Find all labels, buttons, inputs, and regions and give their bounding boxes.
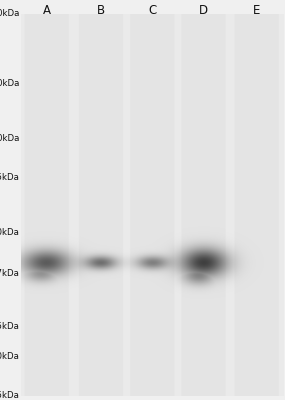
Text: C: C: [148, 4, 156, 16]
Text: B: B: [97, 4, 105, 16]
Text: 15kDa: 15kDa: [0, 392, 19, 400]
Text: 150kDa: 150kDa: [0, 79, 19, 88]
Text: 100kDa: 100kDa: [0, 134, 19, 143]
Text: 37kDa: 37kDa: [0, 269, 19, 278]
Text: E: E: [253, 4, 260, 16]
Text: A: A: [43, 4, 51, 16]
Text: 75kDa: 75kDa: [0, 173, 19, 182]
Text: 25kDa: 25kDa: [0, 322, 19, 331]
Text: 250kDa: 250kDa: [0, 10, 19, 18]
Text: 20kDa: 20kDa: [0, 352, 19, 362]
Text: 50kDa: 50kDa: [0, 228, 19, 237]
Text: D: D: [199, 4, 208, 16]
